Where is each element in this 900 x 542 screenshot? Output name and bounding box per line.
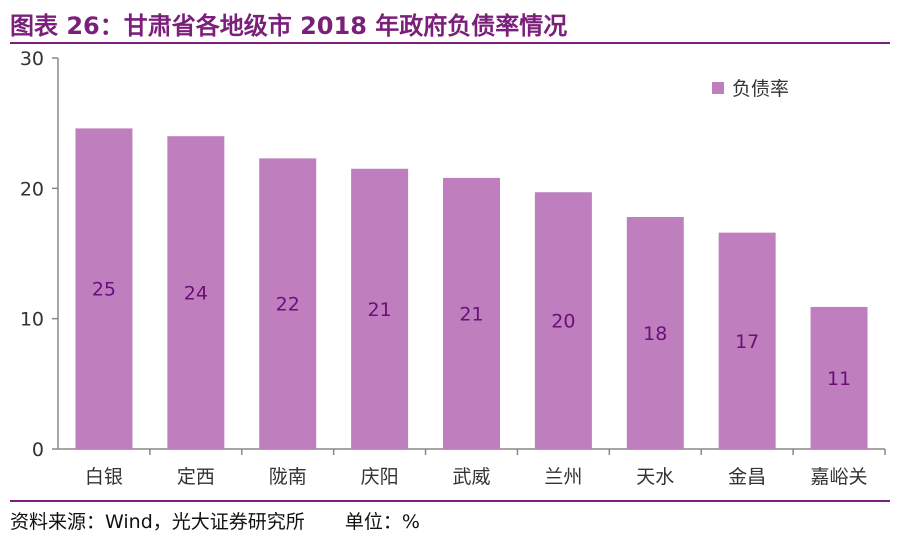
bar (443, 177, 500, 449)
bar (259, 158, 317, 449)
x-tick-label: 嘉峪关 (811, 466, 868, 488)
legend-swatch (712, 82, 724, 94)
title-divider (10, 42, 890, 44)
data-label: 18 (643, 323, 667, 345)
bar (167, 136, 225, 449)
x-tick-label: 庆阳 (361, 466, 399, 488)
bar (810, 306, 868, 449)
bar (351, 168, 409, 450)
x-tick-label: 兰州 (544, 466, 582, 488)
x-tick-label: 天水 (636, 466, 674, 488)
data-label: 25 (92, 279, 116, 301)
bar (75, 128, 133, 449)
data-label: 24 (184, 283, 208, 305)
bar-chart: 0 10 20 30 白银 25 定西 24 陇南 22 庆阳 21 武威 21 兰州 20 天水 18 金昌 17 嘉… (20, 48, 886, 488)
y-tick-label: 0 (32, 439, 44, 461)
bar (534, 192, 592, 449)
y-tick-label: 10 (20, 309, 44, 331)
data-label: 21 (459, 303, 483, 325)
bar (626, 217, 684, 449)
y-tick-label: 20 (20, 178, 44, 200)
x-tick-label: 白银 (85, 466, 123, 488)
data-label: 11 (827, 368, 851, 390)
chart-title: 图表 26：甘肃省各地级市 2018 年政府负债率情况 (10, 12, 568, 40)
x-tick-label: 金昌 (728, 466, 766, 488)
data-label: 22 (276, 294, 300, 316)
y-tick-label: 30 (20, 48, 44, 70)
data-label: 20 (551, 311, 575, 333)
source-note: 资料来源：Wind，光大证券研究所 单位：% (10, 507, 420, 534)
footer-divider (10, 500, 890, 502)
data-label: 21 (368, 299, 392, 321)
data-label: 17 (735, 331, 759, 353)
source-text: 资料来源：Wind，光大证券研究所 (10, 511, 305, 533)
legend-label: 负债率 (732, 78, 789, 100)
x-tick-label: 武威 (452, 466, 490, 488)
unit-text: 单位：% (344, 511, 420, 533)
bar (718, 232, 776, 449)
x-tick-label: 陇南 (269, 466, 307, 488)
x-tick-label: 定西 (177, 466, 215, 488)
